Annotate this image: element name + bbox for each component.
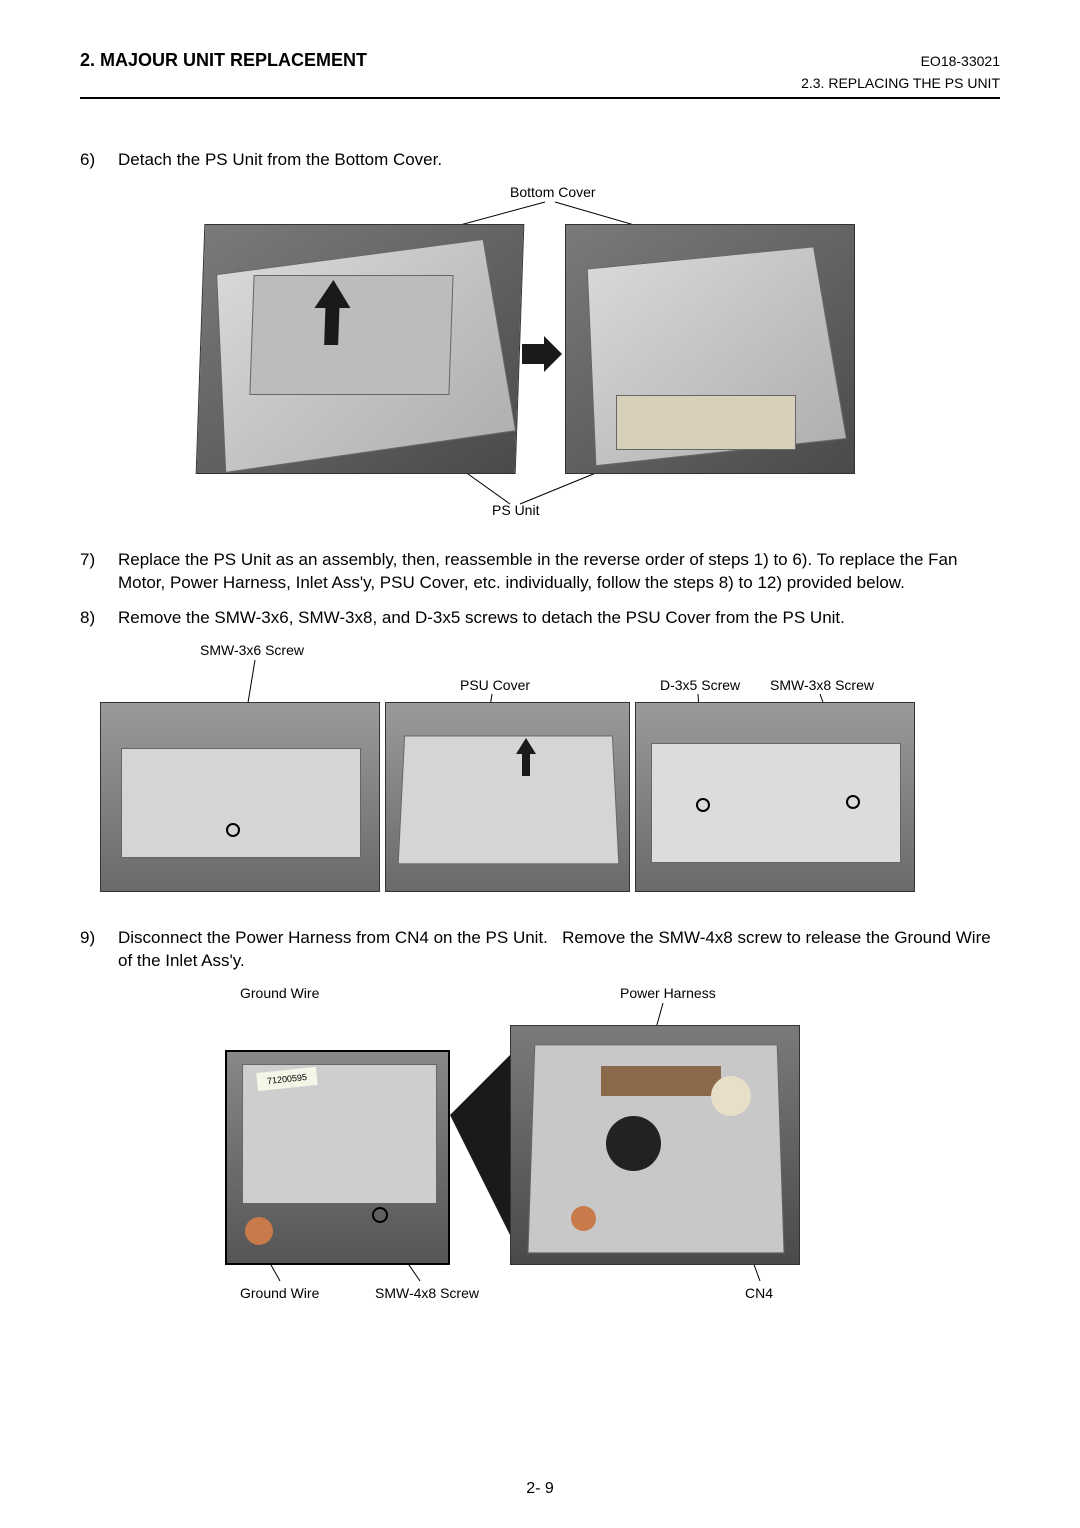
figure-1-photo-left bbox=[196, 224, 525, 474]
page-header: 2. MAJOUR UNIT REPLACEMENT EO18-33021 bbox=[80, 50, 1000, 71]
label-cn4: CN4 bbox=[745, 1285, 773, 1301]
section-title: 2. MAJOUR UNIT REPLACEMENT bbox=[80, 50, 367, 71]
figure-2: SMW-3x6 Screw PSU Cover D-3x5 Screw SMW-… bbox=[100, 642, 1000, 902]
label-smw4x8: SMW-4x8 Screw bbox=[375, 1285, 479, 1301]
label-smw3x8: SMW-3x8 Screw bbox=[770, 677, 874, 693]
label-psu-cover: PSU Cover bbox=[460, 677, 530, 693]
step-7: 7) Replace the PS Unit as an assembly, t… bbox=[80, 549, 1000, 595]
right-arrow-icon bbox=[522, 334, 562, 374]
header-rule bbox=[80, 97, 1000, 99]
step-6: 6) Detach the PS Unit from the Bottom Co… bbox=[80, 149, 1000, 172]
label-power-harness: Power Harness bbox=[620, 985, 716, 1001]
up-arrow-icon bbox=[514, 738, 538, 778]
figure-2-photo-middle bbox=[385, 702, 630, 892]
label-bottom-cover: Bottom Cover bbox=[510, 184, 596, 200]
step-text: Detach the PS Unit from the Bottom Cover… bbox=[118, 149, 1000, 172]
label-ps-unit: PS Unit bbox=[492, 502, 539, 518]
step-9: 9) Disconnect the Power Harness from CN4… bbox=[80, 927, 1000, 973]
figure-3-photo-right bbox=[510, 1025, 800, 1265]
step-text: Remove the SMW-3x6, SMW-3x8, and D-3x5 s… bbox=[118, 607, 1000, 630]
figure-1: Bottom Cover PS Unit bbox=[140, 184, 1000, 524]
figure-1-photo-right bbox=[565, 224, 855, 474]
step-number: 9) bbox=[80, 927, 118, 973]
page-number: 2- 9 bbox=[526, 1480, 554, 1498]
step-number: 6) bbox=[80, 149, 118, 172]
figure-3-photo-left: 71200595 bbox=[225, 1050, 450, 1265]
label-d3x5: D-3x5 Screw bbox=[660, 677, 740, 693]
step-text: Disconnect the Power Harness from CN4 on… bbox=[118, 927, 1000, 973]
figure-2-photo-right bbox=[635, 702, 915, 892]
step-8: 8) Remove the SMW-3x6, SMW-3x8, and D-3x… bbox=[80, 607, 1000, 630]
subsection-title: 2.3. REPLACING THE PS UNIT bbox=[80, 75, 1000, 91]
up-arrow-icon bbox=[311, 280, 353, 350]
step-number: 8) bbox=[80, 607, 118, 630]
label-smw3x6: SMW-3x6 Screw bbox=[200, 642, 304, 658]
label-ground-wire: Ground Wire bbox=[240, 985, 319, 1001]
document-id: EO18-33021 bbox=[921, 53, 1000, 69]
figure-3: Power Harness Ground Wire SMW-4x8 Screw … bbox=[140, 985, 1000, 1305]
figure-2-photo-left bbox=[100, 702, 380, 892]
label-ground-wire: Ground Wire bbox=[240, 1285, 319, 1301]
step-text: Replace the PS Unit as an assembly, then… bbox=[118, 549, 1000, 595]
step-number: 7) bbox=[80, 549, 118, 595]
